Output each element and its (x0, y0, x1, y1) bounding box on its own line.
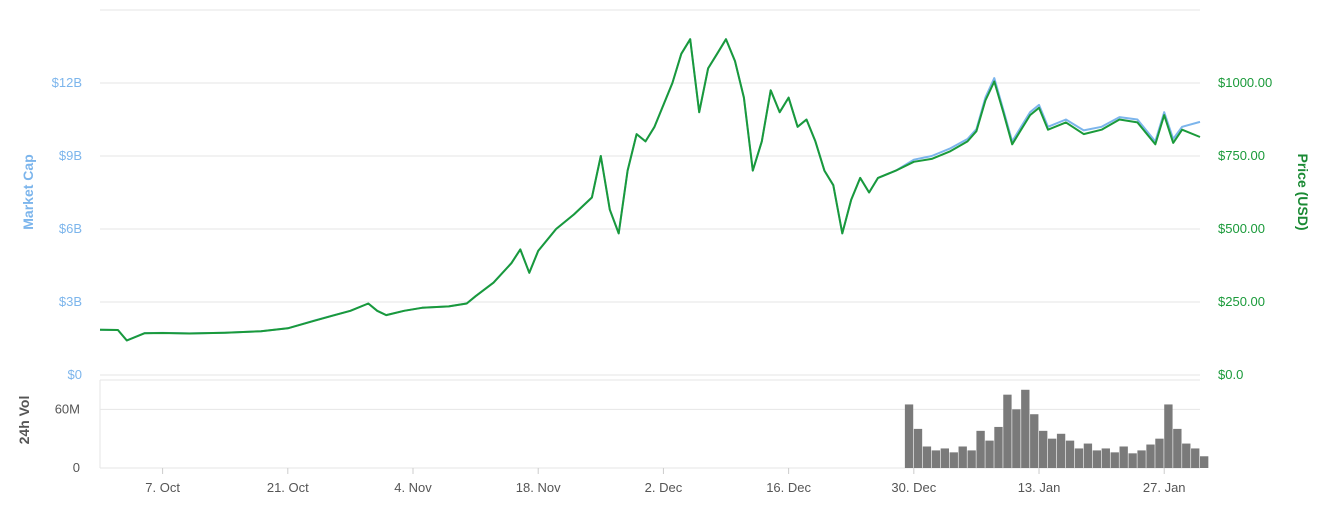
volume-bar-23 (1110, 452, 1119, 468)
x-tick-label-5: 16. Dec (766, 480, 811, 495)
x-tick-label-4: 2. Dec (645, 480, 683, 495)
volume-bar-18 (1065, 440, 1075, 468)
volume-bar-2 (922, 446, 932, 468)
series-price-line (99, 38, 1201, 342)
volume-tick-label-0: 0 (73, 460, 80, 475)
volume-bar-7 (967, 450, 976, 468)
right-axis-label: Price (USD) (1295, 153, 1311, 230)
right-tick-label-4: $1000.00 (1218, 75, 1272, 90)
left-tick-label-0: $0 (68, 367, 82, 382)
x-tick-label-1: 21. Oct (267, 480, 309, 495)
right-tick-label-0: $0.0 (1218, 367, 1243, 382)
volume-bar-13 (1021, 389, 1030, 468)
volume-bar-24 (1119, 446, 1128, 468)
volume-bars (904, 389, 1209, 468)
volume-bar-33 (1200, 456, 1209, 468)
volume-bar-25 (1128, 453, 1137, 468)
volume-bar-10 (994, 426, 1003, 468)
volume-bar-3 (931, 450, 941, 468)
volume-bar-9 (985, 440, 994, 468)
left-axis-label: Market Cap (20, 154, 36, 229)
volume-axis-ticks: 0 60M (55, 401, 80, 475)
volume-bar-20 (1083, 443, 1093, 468)
x-tick-label-0: 7. Oct (145, 480, 180, 495)
x-tick-label-8: 27. Jan (1143, 480, 1186, 495)
right-axis-ticks: $0.0 $250.00 $500.00 $750.00 $1000.00 (1218, 75, 1272, 382)
left-tick-label-4: $12B (52, 75, 82, 90)
left-tick-label-2: $6B (59, 221, 82, 236)
volume-bar-4 (940, 448, 949, 468)
volume-bar-26 (1137, 450, 1146, 468)
x-tick-label-3: 18. Nov (516, 480, 561, 495)
right-tick-label-2: $500.00 (1218, 221, 1265, 236)
volume-bar-11 (1003, 394, 1012, 468)
volume-bar-22 (1101, 448, 1110, 468)
volume-bar-5 (949, 452, 958, 468)
volume-bar-28 (1155, 438, 1164, 468)
volume-bar-12 (1012, 409, 1021, 468)
volume-axis-label: 24h Vol (16, 396, 32, 445)
x-axis-ticks: 7. Oct 21. Oct 4. Nov 18. Nov 2. Dec 16. Dec 3… (145, 468, 1186, 495)
volume-bar-19 (1074, 448, 1084, 468)
volume-bar-14 (1030, 414, 1039, 468)
volume-bar-1 (913, 428, 923, 468)
volume-bar-17 (1056, 433, 1066, 468)
left-tick-label-3: $9B (59, 148, 82, 163)
left-axis-ticks: $0 $3B $6B $9B $12B (52, 75, 82, 382)
volume-bar-27 (1146, 444, 1155, 468)
volume-tick-label-1: 60M (55, 401, 80, 416)
volume-bar-32 (1191, 448, 1200, 468)
grid-main (100, 9, 1200, 376)
x-tick-label-6: 30. Dec (891, 480, 936, 495)
volume-bar-31 (1182, 443, 1191, 468)
volume-bar-21 (1092, 450, 1102, 468)
right-tick-label-3: $750.00 (1218, 148, 1265, 163)
volume-bar-15 (1039, 430, 1048, 468)
volume-bar-16 (1047, 438, 1057, 468)
volume-bar-6 (958, 446, 967, 468)
series-market-cap-line (99, 38, 1201, 342)
x-tick-label-7: 13. Jan (1018, 480, 1061, 495)
volume-bar-29 (1164, 404, 1173, 468)
x-tick-label-2: 4. Nov (394, 480, 432, 495)
volume-bar-30 (1173, 428, 1182, 468)
volume-bar-0 (904, 404, 914, 468)
volume-bar-8 (976, 430, 985, 468)
right-tick-label-1: $250.00 (1218, 294, 1265, 309)
left-tick-label-1: $3B (59, 294, 82, 309)
